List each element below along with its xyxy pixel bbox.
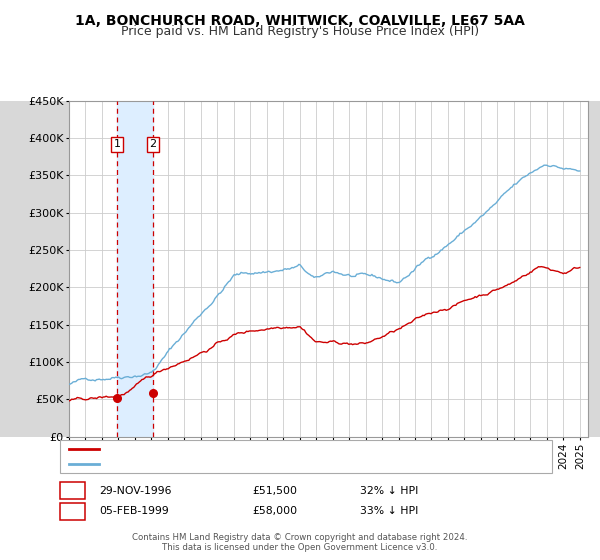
Text: 1: 1: [113, 139, 121, 150]
Text: 33% ↓ HPI: 33% ↓ HPI: [360, 506, 418, 516]
Text: 2: 2: [149, 139, 157, 150]
Text: 32% ↓ HPI: 32% ↓ HPI: [360, 486, 418, 496]
Text: This data is licensed under the Open Government Licence v3.0.: This data is licensed under the Open Gov…: [163, 543, 437, 552]
Text: 2: 2: [69, 506, 76, 516]
Text: HPI: Average price, detached house, North West Leicestershire: HPI: Average price, detached house, Nort…: [102, 459, 401, 468]
Text: 1A, BONCHURCH ROAD, WHITWICK, COALVILLE, LE67 5AA: 1A, BONCHURCH ROAD, WHITWICK, COALVILLE,…: [75, 14, 525, 28]
Text: 29-NOV-1996: 29-NOV-1996: [99, 486, 172, 496]
Text: Price paid vs. HM Land Registry's House Price Index (HPI): Price paid vs. HM Land Registry's House …: [121, 25, 479, 38]
Text: Contains HM Land Registry data © Crown copyright and database right 2024.: Contains HM Land Registry data © Crown c…: [132, 533, 468, 542]
Text: 05-FEB-1999: 05-FEB-1999: [99, 506, 169, 516]
Text: £51,500: £51,500: [252, 486, 297, 496]
Text: 1A, BONCHURCH ROAD, WHITWICK, COALVILLE, LE67 5AA (detached house): 1A, BONCHURCH ROAD, WHITWICK, COALVILLE,…: [102, 445, 462, 454]
Text: £58,000: £58,000: [252, 506, 297, 516]
Text: 1: 1: [69, 486, 76, 496]
Bar: [117, 101, 153, 437]
